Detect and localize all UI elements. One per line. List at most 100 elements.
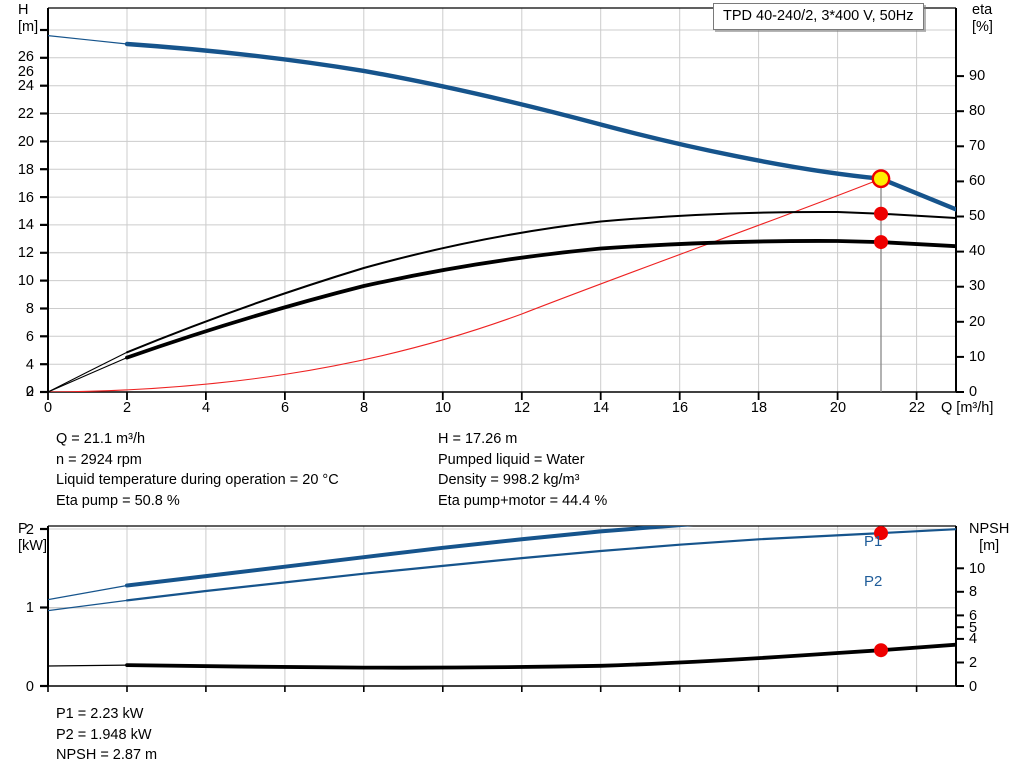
tick-h-20: 20 — [17, 133, 34, 150]
series-label-p2: P2 — [864, 573, 883, 590]
top-y-left-name: H — [18, 2, 29, 18]
bottom-y-left-unit: [kW] — [18, 538, 47, 554]
tick-npsh-6: 6 — [969, 607, 978, 624]
tick-eta-50: 50 — [969, 208, 986, 225]
duty-info-left: Q = 21.1 m³/h n = 2924 rpm Liquid temper… — [56, 429, 339, 511]
tick-eta-10: 10 — [969, 348, 986, 365]
tick-eta-70: 70 — [969, 138, 986, 154]
duty-info-left-line-2: Liquid temperature during operation = 20… — [56, 472, 339, 488]
npsh-curve-thin — [48, 664, 128, 667]
top-y-left-unit: [m] — [18, 19, 39, 35]
tick-h-4: 4 — [25, 356, 34, 373]
duty-info-right-line-1: Pumped liquid = Water — [438, 451, 585, 468]
head-curve — [124, 41, 956, 212]
system-curve — [48, 178, 882, 392]
tick-eta-60: 60 — [969, 173, 986, 190]
tick-q-2: 2 — [122, 400, 132, 416]
tick-q-18: 18 — [750, 400, 768, 416]
duty-dot-eta-pump-motor — [874, 235, 888, 250]
tick-h-10: 10 — [17, 273, 34, 289]
duty-info-left-line-0: Q = 21.1 m³/h — [56, 431, 146, 447]
tick-eta-40: 40 — [969, 243, 986, 260]
power-info-line-2: NPSH = 2.87 m — [56, 747, 158, 763]
eta-pump-curve-thin — [48, 351, 128, 392]
tick-q-16: 16 — [671, 400, 689, 416]
tick-npsh-2: 2 — [969, 655, 978, 671]
top-chart-y-right-axis-title: eta [%] — [972, 2, 993, 36]
tick-q-10: 10 — [434, 400, 452, 416]
tick-h-6: 6 — [25, 328, 34, 345]
pump-model-title: TPD 40-240/2, 3*400 V, 50Hz — [723, 8, 914, 24]
top-y-right-name: eta — [972, 2, 993, 18]
bottom-y-right-unit: [m] — [979, 538, 1000, 554]
tick-q-4: 4 — [201, 400, 211, 416]
tick-npsh-8: 8 — [969, 584, 978, 601]
duty-info-right-line-2: Density = 998.2 kg/m³ — [438, 472, 580, 488]
bottom-chart-y-left-axis-title: P [kW] — [18, 521, 47, 555]
tick-h-24: 24 — [17, 78, 34, 95]
bottom-chart-axes — [40, 525, 964, 692]
duty-info-left-line-1: n = 2924 rpm — [56, 451, 142, 468]
top-chart-x-axis-title: Q [m³/h] — [941, 400, 994, 416]
duty-info-right: H = 17.26 m Pumped liquid = Water Densit… — [438, 429, 607, 511]
tick-p-1: 1 — [25, 600, 34, 616]
tick-q-20: 20 — [829, 400, 847, 416]
duty-info-right-line-3: Eta pump+motor = 44.4 % — [438, 492, 608, 509]
tick-h-0c: 0 — [25, 383, 34, 400]
duty-dot-p2 — [874, 526, 888, 541]
duty-dot-p1 — [874, 504, 888, 518]
duty-dot-npsh — [874, 643, 888, 658]
bottom-chart-grid — [48, 526, 956, 687]
duty-info-right-line-0: H = 17.26 m — [438, 431, 518, 447]
top-y-right-unit: [%] — [972, 19, 993, 35]
eta-pump-motor-curve-thin — [48, 357, 128, 392]
tick-eta-20: 20 — [969, 313, 986, 330]
eta-pump-motor-curve — [125, 239, 956, 360]
tick-eta-80: 80 — [969, 102, 986, 119]
bottom-chart-y-right-axis-title: NPSH [m] — [969, 521, 1009, 555]
tick-p-2: 2 — [25, 521, 34, 538]
tick-h-22: 22 — [17, 105, 34, 122]
top-chart-y-left-axis-title: H [m] — [18, 2, 38, 36]
head-curve-thin — [48, 35, 128, 45]
p2-curve — [125, 528, 956, 602]
tick-q-22: 22 — [908, 400, 926, 416]
tick-h-26: 26 — [17, 64, 34, 81]
bottom-y-left-name: P — [18, 521, 28, 537]
power-info-line-0: P1 = 2.23 kW — [56, 706, 144, 722]
duty-info-left-line-3: Eta pump = 50.8 % — [56, 492, 180, 509]
p2-curve-thin — [48, 599, 128, 612]
tick-npsh-4: 4 — [969, 631, 978, 648]
tick-p-0: 0 — [25, 678, 34, 695]
tick-q-6: 6 — [280, 400, 290, 416]
npsh-curve — [125, 642, 956, 670]
tick-npsh-0: 0 — [969, 678, 978, 695]
tick-q-8: 8 — [359, 400, 369, 416]
duty-dot-eta-pump — [874, 206, 888, 221]
tick-h-12: 12 — [17, 245, 34, 262]
bottom-y-right-name: NPSH — [969, 521, 1010, 537]
tick-h-26b: 26 — [17, 48, 34, 65]
tick-eta-90: 90 — [969, 67, 986, 84]
power-info-line-1: P2 = 1.948 kW — [56, 726, 152, 743]
eta-pump-curve — [126, 210, 956, 354]
tick-eta-30: 30 — [969, 278, 986, 295]
top-chart-grid — [48, 8, 956, 393]
tick-h-8: 8 — [25, 300, 34, 317]
pump-model-title-box: TPD 40-240/2, 3*400 V, 50Hz — [713, 3, 924, 30]
tick-npsh-10: 10 — [969, 560, 986, 577]
tick-eta-0: 0 — [969, 383, 978, 400]
tick-q-12: 12 — [513, 400, 531, 416]
tick-h-2: 2 — [25, 384, 34, 401]
power-info: P1 = 2.23 kW P2 = 1.948 kW NPSH = 2.87 m — [56, 704, 157, 766]
tick-h-14: 14 — [17, 217, 34, 234]
duty-point-marker[interactable] — [871, 169, 891, 189]
p1-curve — [125, 526, 694, 588]
tick-q-14: 14 — [592, 400, 610, 416]
tick-h-18: 18 — [17, 161, 34, 178]
tick-q-0: 0 — [43, 400, 53, 416]
p1-curve-thin — [48, 584, 128, 601]
tick-npsh-5: 5 — [969, 619, 978, 636]
